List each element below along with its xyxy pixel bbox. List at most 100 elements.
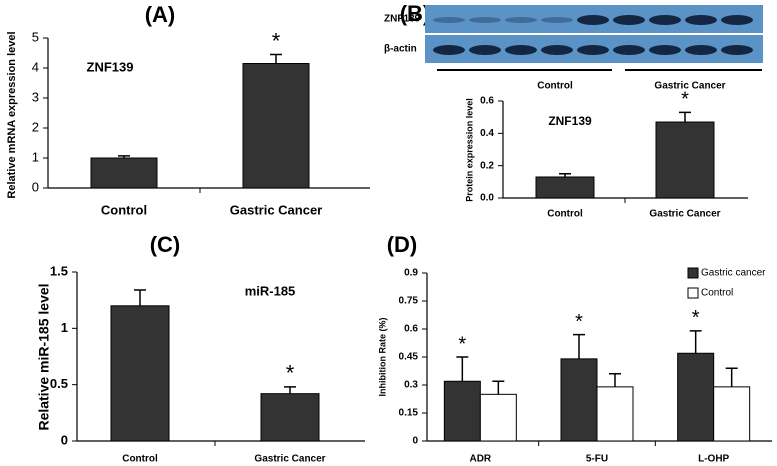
bar-group: [677, 330, 715, 442]
panel-title: (D): [387, 232, 418, 257]
error-bar: [456, 356, 469, 382]
bar: [479, 393, 517, 442]
y-tick-label: 0.3: [404, 380, 418, 391]
blot-band: [505, 17, 537, 23]
blot-band: [577, 45, 609, 55]
y-tick-label: 1: [32, 149, 39, 164]
error-bar: [270, 53, 282, 64]
blot-band: [721, 15, 753, 25]
x-tick-label: Gastric Cancer: [254, 454, 325, 465]
bar: [242, 63, 310, 189]
error-bar: [725, 367, 738, 387]
blot-band: [469, 45, 501, 55]
blot-group-label: Gastric Cancer: [654, 81, 725, 92]
error-bar: [609, 373, 621, 387]
y-tick-label: 0.0: [480, 193, 494, 204]
y-tick-label: 0.9: [404, 268, 418, 279]
blot-band: [685, 45, 717, 55]
y-tick-label: 1: [61, 320, 68, 335]
blot-band: [649, 45, 681, 55]
bar: [90, 157, 158, 189]
y-tick-label: 0.75: [399, 296, 419, 307]
y-tick-label: 2: [32, 119, 39, 134]
legend-swatch: [687, 267, 699, 279]
bar: [677, 352, 715, 442]
bar-group: [560, 333, 598, 442]
significance-star: *: [681, 89, 689, 111]
bar: [560, 358, 598, 442]
error-bar: [559, 173, 571, 177]
y-tick-label: 0.45: [399, 352, 419, 363]
y-tick-label: 3: [32, 89, 39, 104]
error-bar: [689, 330, 702, 354]
bar-group: [260, 386, 320, 442]
blot-row-label: β-actin: [384, 44, 417, 55]
bar-group: [110, 289, 170, 442]
bar: [443, 380, 481, 442]
panel-title: (A): [145, 2, 176, 27]
y-axis-label: Relative mRNA expression level: [6, 31, 18, 198]
bar: [655, 121, 715, 199]
blot-band: [541, 45, 573, 55]
bar: [110, 305, 170, 442]
y-axis-label: Relative miR-185 level: [36, 283, 52, 430]
blot-band: [433, 45, 465, 55]
inner-label: ZNF139: [87, 59, 134, 74]
panel-title: (C): [150, 232, 181, 257]
blot-band: [613, 45, 645, 55]
y-tick-label: 0.2: [480, 160, 494, 171]
legend-swatch: [687, 287, 699, 299]
inner-label: miR-185: [245, 283, 296, 298]
y-tick-label: 0.6: [404, 324, 418, 335]
blot-band: [577, 15, 609, 25]
blot-band: [721, 45, 753, 55]
y-tick-label: 5: [32, 29, 39, 44]
blot-band: [685, 15, 717, 25]
error-bar: [573, 333, 585, 359]
x-tick-label: Gastric Cancer: [230, 202, 323, 217]
bar-group: [713, 367, 751, 442]
blot-band: [433, 17, 465, 23]
y-axis-label: Protein expression level: [464, 98, 474, 202]
x-tick-label: Control: [547, 209, 583, 220]
significance-star: *: [272, 28, 281, 53]
x-tick-label: Gastric Cancer: [649, 209, 720, 220]
error-bar: [492, 380, 505, 395]
significance-star: *: [692, 307, 700, 329]
x-tick-label: 5-FU: [586, 454, 608, 465]
bar: [713, 386, 751, 442]
blot-band: [469, 17, 501, 23]
blot-row-label: ZNF139: [384, 14, 421, 25]
y-axis-label: Inhibition Rate (%): [377, 318, 387, 397]
y-tick-label: 0: [61, 432, 68, 447]
x-tick-label: Control: [101, 202, 147, 217]
legend-label: Control: [701, 288, 733, 299]
y-tick-label: 0: [412, 436, 418, 447]
error-bar: [284, 386, 296, 394]
inner-label: ZNF139: [548, 114, 592, 128]
error-bar: [134, 289, 146, 306]
y-tick-label: 0.4: [480, 128, 494, 139]
bar-group: [535, 173, 595, 199]
blot-band: [649, 15, 681, 25]
blot-band: [505, 45, 537, 55]
bar-group: [479, 380, 517, 442]
bar: [596, 386, 634, 442]
significance-star: *: [286, 361, 295, 386]
bar-group: [443, 356, 481, 442]
bar: [535, 176, 595, 199]
blot-band: [541, 17, 573, 23]
y-tick-label: 4: [32, 59, 39, 74]
bar: [260, 393, 320, 442]
y-tick-label: 1.5: [50, 263, 68, 278]
bar-group: [90, 155, 158, 189]
significance-star: *: [458, 333, 466, 355]
y-tick-label: 0: [32, 179, 39, 194]
error-bar: [679, 111, 691, 123]
y-tick-label: 0.5: [50, 376, 68, 391]
x-tick-label: ADR: [469, 454, 491, 465]
significance-star: *: [575, 311, 583, 333]
bar-group: [596, 373, 634, 442]
y-tick-label: 0.6: [480, 96, 494, 107]
